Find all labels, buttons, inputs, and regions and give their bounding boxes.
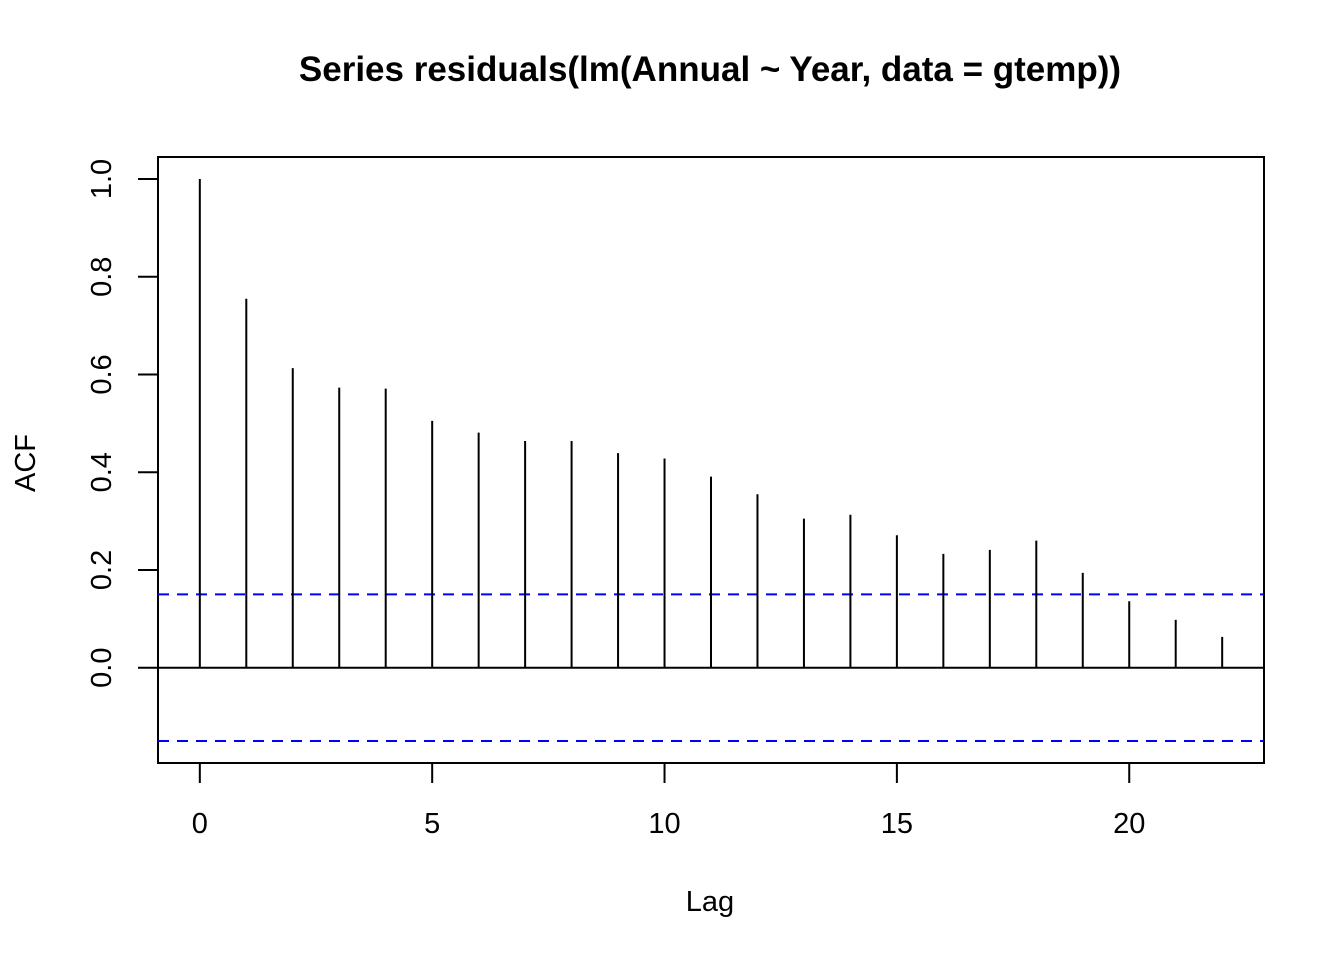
x-axis: 0 5 10 15 20: [192, 762, 1145, 840]
y-axis: 0.0 0.2 0.4 0.6 0.8 1.0: [86, 159, 159, 688]
x-tick-label: 20: [1113, 808, 1145, 840]
acf-bars: [198, 178, 1224, 668]
y-tick-label: 1.0: [86, 159, 118, 199]
y-axis-label: ACF: [10, 434, 42, 492]
x-tick-label: 15: [881, 808, 913, 840]
y-tick-label: 0.6: [86, 354, 118, 394]
chart-title: Series residuals(lm(Annual ~ Year, data …: [299, 50, 1121, 89]
plot-frame: [157, 156, 1265, 764]
y-tick-label: 0.4: [86, 452, 118, 492]
y-tick-label: 0.8: [86, 257, 118, 297]
x-axis-label: Lag: [686, 886, 734, 918]
x-tick-label: 5: [424, 808, 440, 840]
x-tick-label: 10: [648, 808, 680, 840]
y-tick-label: 0.0: [86, 648, 118, 688]
y-tick-label: 0.2: [86, 550, 118, 590]
x-tick-label: 0: [192, 808, 208, 840]
